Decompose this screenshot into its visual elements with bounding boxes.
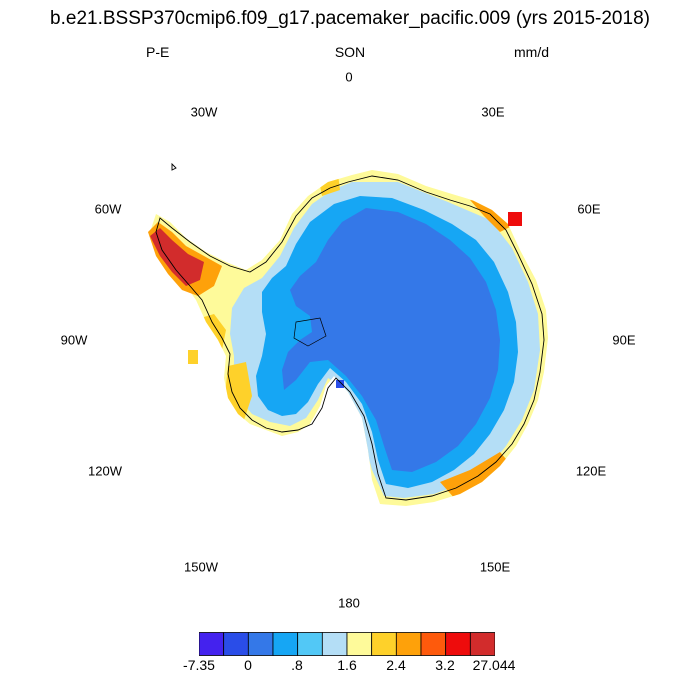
coastline	[155, 175, 545, 501]
colorbar-label: 3.2	[435, 657, 455, 673]
colorbar-box	[395, 632, 422, 656]
colorbar-box	[420, 632, 447, 656]
lon-label-150e: 150E	[479, 559, 511, 575]
colorbar-box	[371, 632, 397, 656]
pe-patch-red-east	[508, 212, 522, 226]
colorbar-label: 2.4	[386, 657, 406, 673]
lon-label-60w: 60W	[94, 201, 122, 217]
colorbar-box	[272, 632, 299, 656]
colorbar	[199, 632, 495, 656]
ice-shelf-outline	[293, 317, 327, 347]
lon-label-120e: 120E	[575, 463, 607, 479]
colorbar-box	[346, 632, 373, 656]
pe-patch-small-west	[188, 350, 198, 364]
pe-peninsula-red	[150, 228, 204, 286]
colorbar-box	[469, 632, 495, 656]
lon-label-180: 180	[338, 595, 360, 611]
colorbar-label: 0	[244, 657, 252, 673]
lon-label-30w: 30W	[190, 104, 218, 120]
variable-label: P-E	[146, 44, 170, 60]
colorbar-box	[445, 632, 471, 656]
colorbar-box	[297, 632, 323, 656]
pe-min-cell	[336, 380, 344, 388]
lon-label-150w: 150W	[184, 559, 218, 575]
colorbar-box	[321, 632, 348, 656]
colorbar-box	[199, 632, 225, 656]
island-outline	[171, 162, 177, 171]
season-label: SON	[334, 44, 366, 60]
lon-label-60e: 60E	[577, 201, 601, 217]
lon-label-90e: 90E	[612, 332, 636, 348]
colorbar-label: .8	[291, 657, 303, 673]
colorbar-label: 27.044	[472, 657, 516, 673]
colorbar-box	[223, 632, 249, 656]
map-title: b.e21.BSSP370cmip6.f09_g17.pacemaker_pac…	[50, 8, 650, 29]
lon-label-30e: 30E	[481, 104, 505, 120]
lon-label-0: 0	[345, 69, 353, 85]
lon-label-120w: 120W	[88, 463, 122, 479]
colorbar-label: -7.35	[183, 657, 215, 673]
colorbar-label: 1.6	[337, 657, 357, 673]
lon-label-90w: 90W	[60, 332, 88, 348]
units-label: mm/d	[514, 44, 549, 60]
pe-patch-orange-east	[470, 200, 512, 232]
colorbar-box	[247, 632, 274, 656]
